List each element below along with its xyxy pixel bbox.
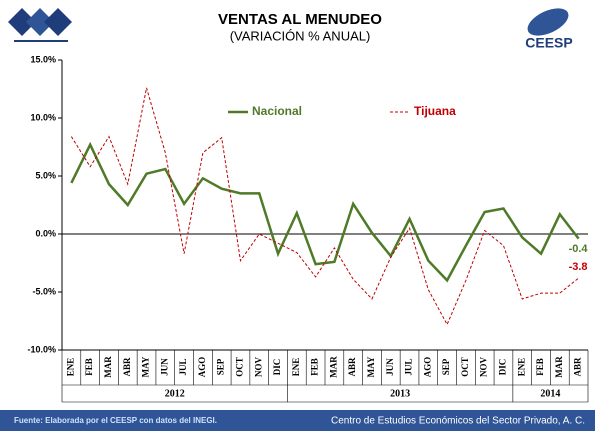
y-tick-label: -10.0% [27, 344, 56, 354]
footer: Centro de Estudios Económicos del Sector… [331, 416, 585, 427]
x-tick-label: JUN [385, 358, 395, 376]
y-tick-label: 0.0% [35, 228, 56, 238]
year-label: 2013 [390, 388, 410, 399]
year-label: 2014 [540, 388, 560, 399]
source: Fuente: Elaborada por el CEESP con datos… [14, 416, 217, 425]
left-logo [8, 8, 72, 42]
x-tick-label: JUN [159, 358, 169, 376]
y-tick-label: 5.0% [35, 170, 56, 180]
end-label: -0.4 [569, 243, 589, 255]
x-tick-label: MAR [554, 356, 564, 378]
chart-subtitle: (VARIACIÓN % ANUAL) [230, 28, 371, 43]
series-line [70, 141, 580, 283]
x-tick-label: ABR [573, 357, 583, 377]
x-tick-label: NOV [253, 357, 263, 378]
series-line [70, 87, 579, 326]
x-tick-label: AGO [197, 357, 207, 378]
x-tick-label: ENE [291, 358, 301, 377]
x-tick-label: NOV [479, 357, 489, 378]
x-tick-label: FEB [84, 358, 94, 376]
y-tick-label: -5.0% [32, 286, 56, 296]
year-label: 2012 [165, 388, 185, 399]
x-tick-label: DIC [498, 359, 508, 376]
x-tick-label: FEB [310, 358, 320, 376]
x-tick-label: MAY [366, 356, 376, 377]
x-tick-label: AGO [422, 357, 432, 378]
logo-text: CEESP [525, 35, 572, 51]
x-tick-label: MAR [103, 356, 113, 378]
x-tick-label: OCT [460, 357, 470, 377]
legend-label: Tijuana [414, 104, 456, 118]
x-tick-label: SEP [441, 358, 451, 375]
footer-bar [0, 410, 595, 431]
end-label: -3.8 [569, 261, 588, 273]
x-tick-label: JUL [404, 358, 414, 375]
right-logo: CEESP [525, 8, 573, 51]
y-tick-label: 15.0% [30, 54, 56, 64]
chart-title: VENTAS AL MENUDEO [218, 11, 382, 28]
x-tick-label: ENE [516, 358, 526, 377]
x-tick-label: MAR [328, 356, 338, 378]
x-tick-label: SEP [216, 358, 226, 375]
x-tick-label: ABR [347, 357, 357, 377]
x-tick-label: ABR [122, 357, 132, 377]
x-tick-label: OCT [235, 357, 245, 377]
x-tick-label: ENE [65, 358, 75, 377]
x-tick-label: DIC [272, 359, 282, 376]
x-tick-label: JUL [178, 358, 188, 375]
x-tick-label: MAY [141, 356, 151, 377]
x-tick-label: FEB [535, 358, 545, 376]
legend-label: Nacional [252, 104, 302, 118]
y-tick-label: 10.0% [30, 112, 56, 122]
